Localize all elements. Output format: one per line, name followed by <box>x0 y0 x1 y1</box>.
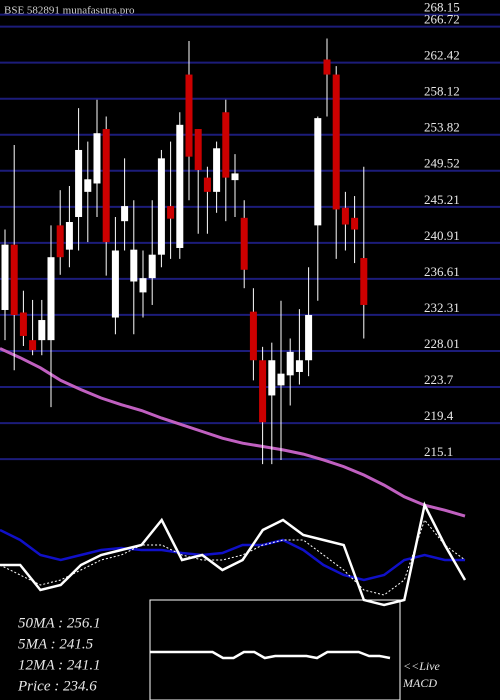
candle-body <box>1 244 9 310</box>
line <box>0 528 465 582</box>
candle-body <box>360 258 368 305</box>
macd-box <box>149 599 401 700</box>
y-tick-label: 236.61 <box>424 264 460 279</box>
candle-body <box>268 360 276 396</box>
candle-body <box>277 373 285 386</box>
candle-body <box>148 254 156 279</box>
y-tick-label: 219.4 <box>424 408 454 423</box>
y-tick-label: 240.91 <box>424 228 460 243</box>
candle-body <box>203 177 211 192</box>
candle-body <box>167 206 175 219</box>
candle-body <box>351 217 359 230</box>
line <box>150 650 391 660</box>
candle-body <box>240 217 248 270</box>
chart-title: BSE 582891 munafasutra.pro <box>4 5 135 17</box>
candle-body <box>157 158 165 255</box>
candle-body <box>194 129 202 171</box>
y-tick-label: 262.42 <box>424 48 460 63</box>
y-tick-label: 228.01 <box>424 336 460 351</box>
y-tick-label: 223.7 <box>424 372 454 387</box>
info-line: 5MA : 241.5 <box>18 636 94 652</box>
candle-body <box>259 360 267 423</box>
candle-body <box>185 74 193 157</box>
info-line: 12MA : 241.1 <box>18 657 101 673</box>
candle-body <box>176 124 184 248</box>
candle-body <box>231 173 239 181</box>
y-tick-label: 268.15 <box>424 0 460 15</box>
y-tick-label: 258.12 <box>424 84 460 99</box>
candle-body <box>84 179 92 192</box>
panel-label: <<Live <box>403 659 441 673</box>
candle-body <box>323 59 331 75</box>
panel-label: MACD <box>402 676 437 690</box>
candle-body <box>332 74 340 210</box>
candle-body <box>102 129 110 243</box>
info-line: 50MA : 256.1 <box>18 615 101 631</box>
candle-body <box>29 340 37 351</box>
line <box>0 501 467 607</box>
y-tick-label: 253.82 <box>424 120 460 135</box>
candle-body <box>222 112 230 178</box>
candle-body <box>286 351 294 376</box>
line <box>0 347 466 518</box>
y-tick-label: 215.1 <box>424 444 453 459</box>
candle-body <box>93 133 101 184</box>
candle-body <box>139 278 147 293</box>
candle-body <box>47 257 55 341</box>
candle-body <box>130 249 138 282</box>
candle-body <box>341 207 349 225</box>
candle-body <box>38 320 46 341</box>
y-tick-label: 266.72 <box>424 12 460 27</box>
y-tick-label: 249.52 <box>424 156 460 171</box>
candle-body <box>19 312 27 336</box>
candle-body <box>295 360 303 372</box>
candle-body <box>213 148 221 192</box>
candle-body <box>305 315 313 361</box>
candle-body <box>111 250 119 318</box>
line <box>0 518 466 596</box>
candle-body <box>314 118 322 226</box>
candle-body <box>10 244 18 316</box>
y-tick-label: 245.21 <box>424 192 460 207</box>
candle-body <box>121 206 129 222</box>
candle-body <box>65 222 73 250</box>
candle-body <box>56 225 64 258</box>
candle-body <box>75 149 83 217</box>
info-line: Price : 234.6 <box>17 678 97 694</box>
y-tick-label: 232.31 <box>424 300 460 315</box>
candle-body <box>249 311 257 361</box>
